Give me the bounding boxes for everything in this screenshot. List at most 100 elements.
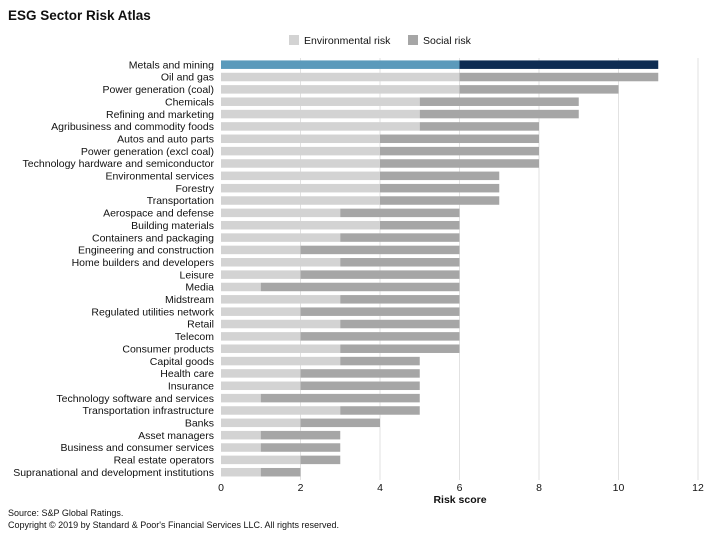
bar-environmental [221, 319, 341, 329]
category-label: Power generation (coal) [103, 84, 214, 96]
bars [221, 60, 659, 477]
bar-environmental [221, 245, 301, 255]
bar-social [340, 344, 460, 353]
x-tick-label: 0 [218, 482, 224, 494]
bar-environmental [221, 85, 460, 94]
bar-environmental [221, 159, 380, 168]
bar-environmental [221, 122, 420, 131]
bar-social [260, 282, 460, 292]
bar-social [260, 443, 341, 452]
category-label: Transportation [147, 195, 214, 207]
category-label: Power generation (excl coal) [81, 146, 214, 158]
bar-social [300, 332, 460, 341]
bar-environmental [221, 60, 460, 69]
category-label: Agribusiness and commodity foods [51, 121, 214, 133]
category-label: Aerospace and defense [103, 208, 214, 220]
category-label: Metals and mining [129, 59, 214, 71]
bar-environmental [221, 356, 341, 366]
category-label: Regulated utilities network [91, 306, 214, 318]
category-label: Retail [187, 319, 214, 331]
bar-environmental [221, 443, 261, 452]
category-label: Refining and marketing [106, 109, 214, 121]
bar-environmental [221, 97, 420, 106]
bar-environmental [221, 208, 341, 218]
bar-environmental [221, 332, 301, 341]
bar-social [340, 406, 420, 415]
bar-social [300, 381, 420, 391]
bar-environmental [221, 406, 341, 415]
bar-environmental [221, 72, 460, 82]
bar-environmental [221, 430, 261, 440]
bar-environmental [221, 146, 380, 156]
x-tick-labels: 0 2 4 6 8 10 12 [218, 482, 704, 494]
bar-environmental [221, 307, 301, 316]
bar-environmental [221, 381, 301, 391]
bar-social [340, 319, 460, 329]
bar-environmental [221, 282, 261, 292]
bar-social [380, 183, 500, 193]
bar-environmental [221, 171, 380, 181]
category-label: Business and consumer services [61, 442, 215, 454]
bar-social [419, 122, 539, 131]
category-label: Chemicals [165, 96, 214, 108]
bar-environmental [221, 109, 420, 119]
bar-social [380, 196, 500, 205]
chart-title: ESG Sector Risk Atlas [8, 8, 151, 23]
bar-social [300, 455, 341, 465]
category-label: Supranational and development institutio… [13, 467, 214, 479]
bar-social [300, 270, 460, 279]
x-tick-label: 10 [613, 482, 625, 494]
copyright-note: Copyright © 2019 by Standard & Poor's Fi… [8, 520, 340, 530]
category-label: Insurance [168, 380, 214, 392]
bar-social [380, 159, 539, 168]
category-label: Capital goods [150, 356, 214, 368]
bar-environmental [221, 220, 380, 230]
bar-environmental [221, 270, 301, 279]
bar-social [380, 171, 500, 181]
bar-social [459, 60, 659, 69]
bar-environmental [221, 467, 261, 477]
category-label: Oil and gas [161, 72, 214, 84]
bar-social [459, 85, 619, 94]
bar-social [340, 258, 460, 267]
category-label: Real estate operators [114, 455, 214, 467]
bar-social [380, 220, 460, 230]
bar-environmental [221, 393, 261, 403]
category-label: Media [185, 282, 214, 294]
bar-social [260, 430, 341, 440]
category-label: Health care [160, 368, 214, 380]
bar-environmental [221, 183, 380, 193]
category-label: Consumer products [122, 343, 214, 355]
bar-environmental [221, 369, 301, 378]
bar-social [300, 418, 380, 428]
bar-social [340, 233, 460, 242]
bar-social [300, 245, 460, 255]
bar-environmental [221, 418, 301, 428]
bar-environmental [221, 258, 341, 267]
category-label: Engineering and construction [78, 245, 214, 257]
category-label: Telecom [175, 331, 214, 343]
category-label: Forestry [175, 183, 214, 195]
category-label: Home builders and developers [72, 257, 214, 269]
bar-social [419, 97, 579, 106]
legend-swatch-environmental [289, 35, 299, 45]
category-label: Building materials [131, 220, 214, 232]
bar-environmental [221, 196, 380, 205]
x-tick-label: 6 [457, 482, 463, 494]
source-note: Source: S&P Global Ratings. [8, 508, 124, 518]
legend-label-social: Social risk [423, 35, 472, 47]
category-label: Midstream [165, 294, 214, 306]
x-tick-label: 12 [692, 482, 704, 494]
bar-social [300, 369, 420, 378]
bar-social [380, 134, 539, 144]
legend-label-environmental: Environmental risk [304, 35, 391, 47]
bar-social [459, 72, 659, 82]
bar-social [380, 146, 539, 156]
category-label: Containers and packaging [92, 232, 214, 244]
bar-environmental [221, 233, 341, 242]
bar-social [340, 356, 420, 366]
bar-environmental [221, 344, 341, 353]
bar-social [260, 467, 301, 477]
bar-social [260, 393, 420, 403]
